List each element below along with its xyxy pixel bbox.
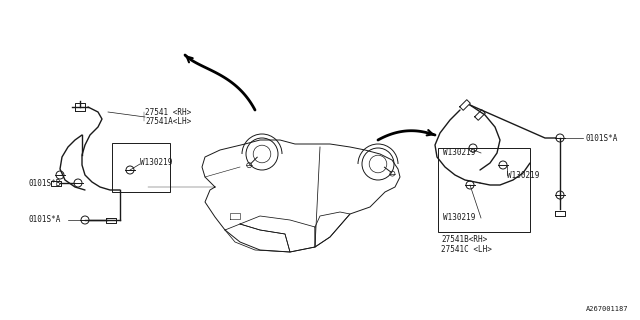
- Text: W130219: W130219: [140, 157, 172, 166]
- Bar: [438, 148, 530, 232]
- Text: W130219: W130219: [443, 148, 476, 156]
- Text: 27541C <LH>: 27541C <LH>: [441, 244, 492, 253]
- Text: 27541 <RH>: 27541 <RH>: [145, 108, 191, 116]
- Text: A267001187: A267001187: [586, 306, 628, 312]
- Text: 0101S*A: 0101S*A: [28, 215, 60, 225]
- Text: 27541B<RH>: 27541B<RH>: [441, 236, 487, 244]
- Text: W130219: W130219: [507, 171, 540, 180]
- Text: W130219: W130219: [443, 213, 476, 222]
- Text: 27541A<LH>: 27541A<LH>: [145, 116, 191, 125]
- Bar: [112, 143, 170, 192]
- Text: 0101S*A: 0101S*A: [585, 133, 618, 142]
- Text: 0101S*B: 0101S*B: [28, 179, 60, 188]
